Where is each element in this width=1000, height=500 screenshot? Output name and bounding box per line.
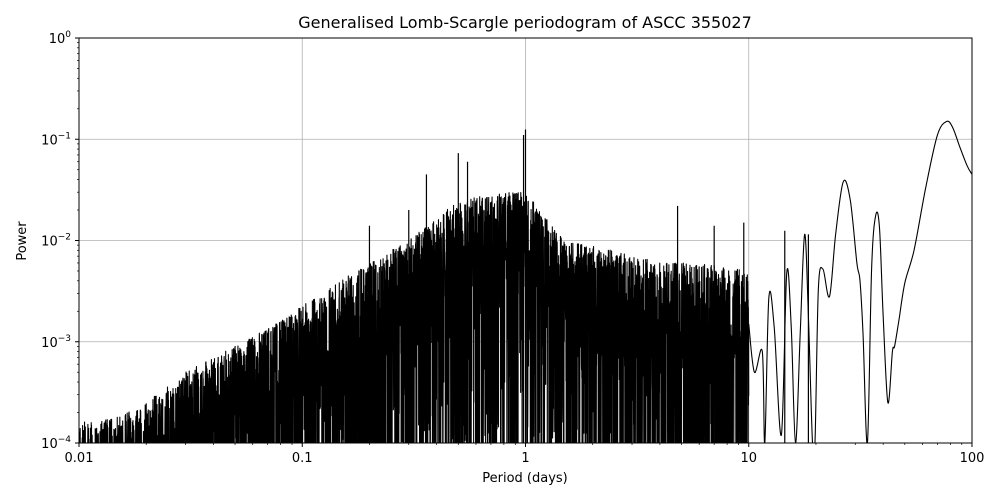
x-tick-label: 0.1	[292, 451, 313, 466]
y-tick-label: 10−4	[41, 435, 71, 452]
x-axis-label: Period (days)	[482, 471, 568, 486]
y-tick-label: 100	[49, 30, 72, 47]
y-tick-exponent: −3	[58, 334, 71, 344]
y-axis-label: Power	[15, 221, 30, 261]
y-tick-label: 10−2	[41, 233, 71, 250]
y-tick-label: 10−3	[41, 334, 71, 351]
x-tick-label: 10	[740, 451, 757, 466]
y-tick-exponent: −2	[58, 233, 71, 243]
y-tick-base: 10	[49, 32, 66, 47]
x-tick-label: 0.01	[65, 451, 94, 466]
plot-area	[79, 120, 972, 443]
x-tick-label: 1	[521, 451, 529, 466]
spectrum-long-period-line	[748, 120, 972, 443]
y-tick-base: 10	[41, 336, 58, 351]
spectrum-peaks	[368, 129, 809, 443]
chart-title: Generalised Lomb-Scargle periodogram of …	[298, 13, 752, 32]
y-tick-exponent: −4	[58, 435, 72, 445]
y-tick-base: 10	[41, 133, 58, 148]
x-axis-ticks: 0.01 0.1 1 10 100	[65, 443, 985, 466]
y-tick-exponent: −1	[58, 131, 71, 141]
y-tick-label: 10−1	[41, 131, 71, 148]
y-tick-exponent: 0	[65, 30, 71, 40]
y-tick-base: 10	[41, 437, 58, 452]
x-tick-label: 100	[960, 451, 985, 466]
y-tick-base: 10	[41, 235, 58, 250]
spectrum-noise-line	[79, 192, 750, 443]
